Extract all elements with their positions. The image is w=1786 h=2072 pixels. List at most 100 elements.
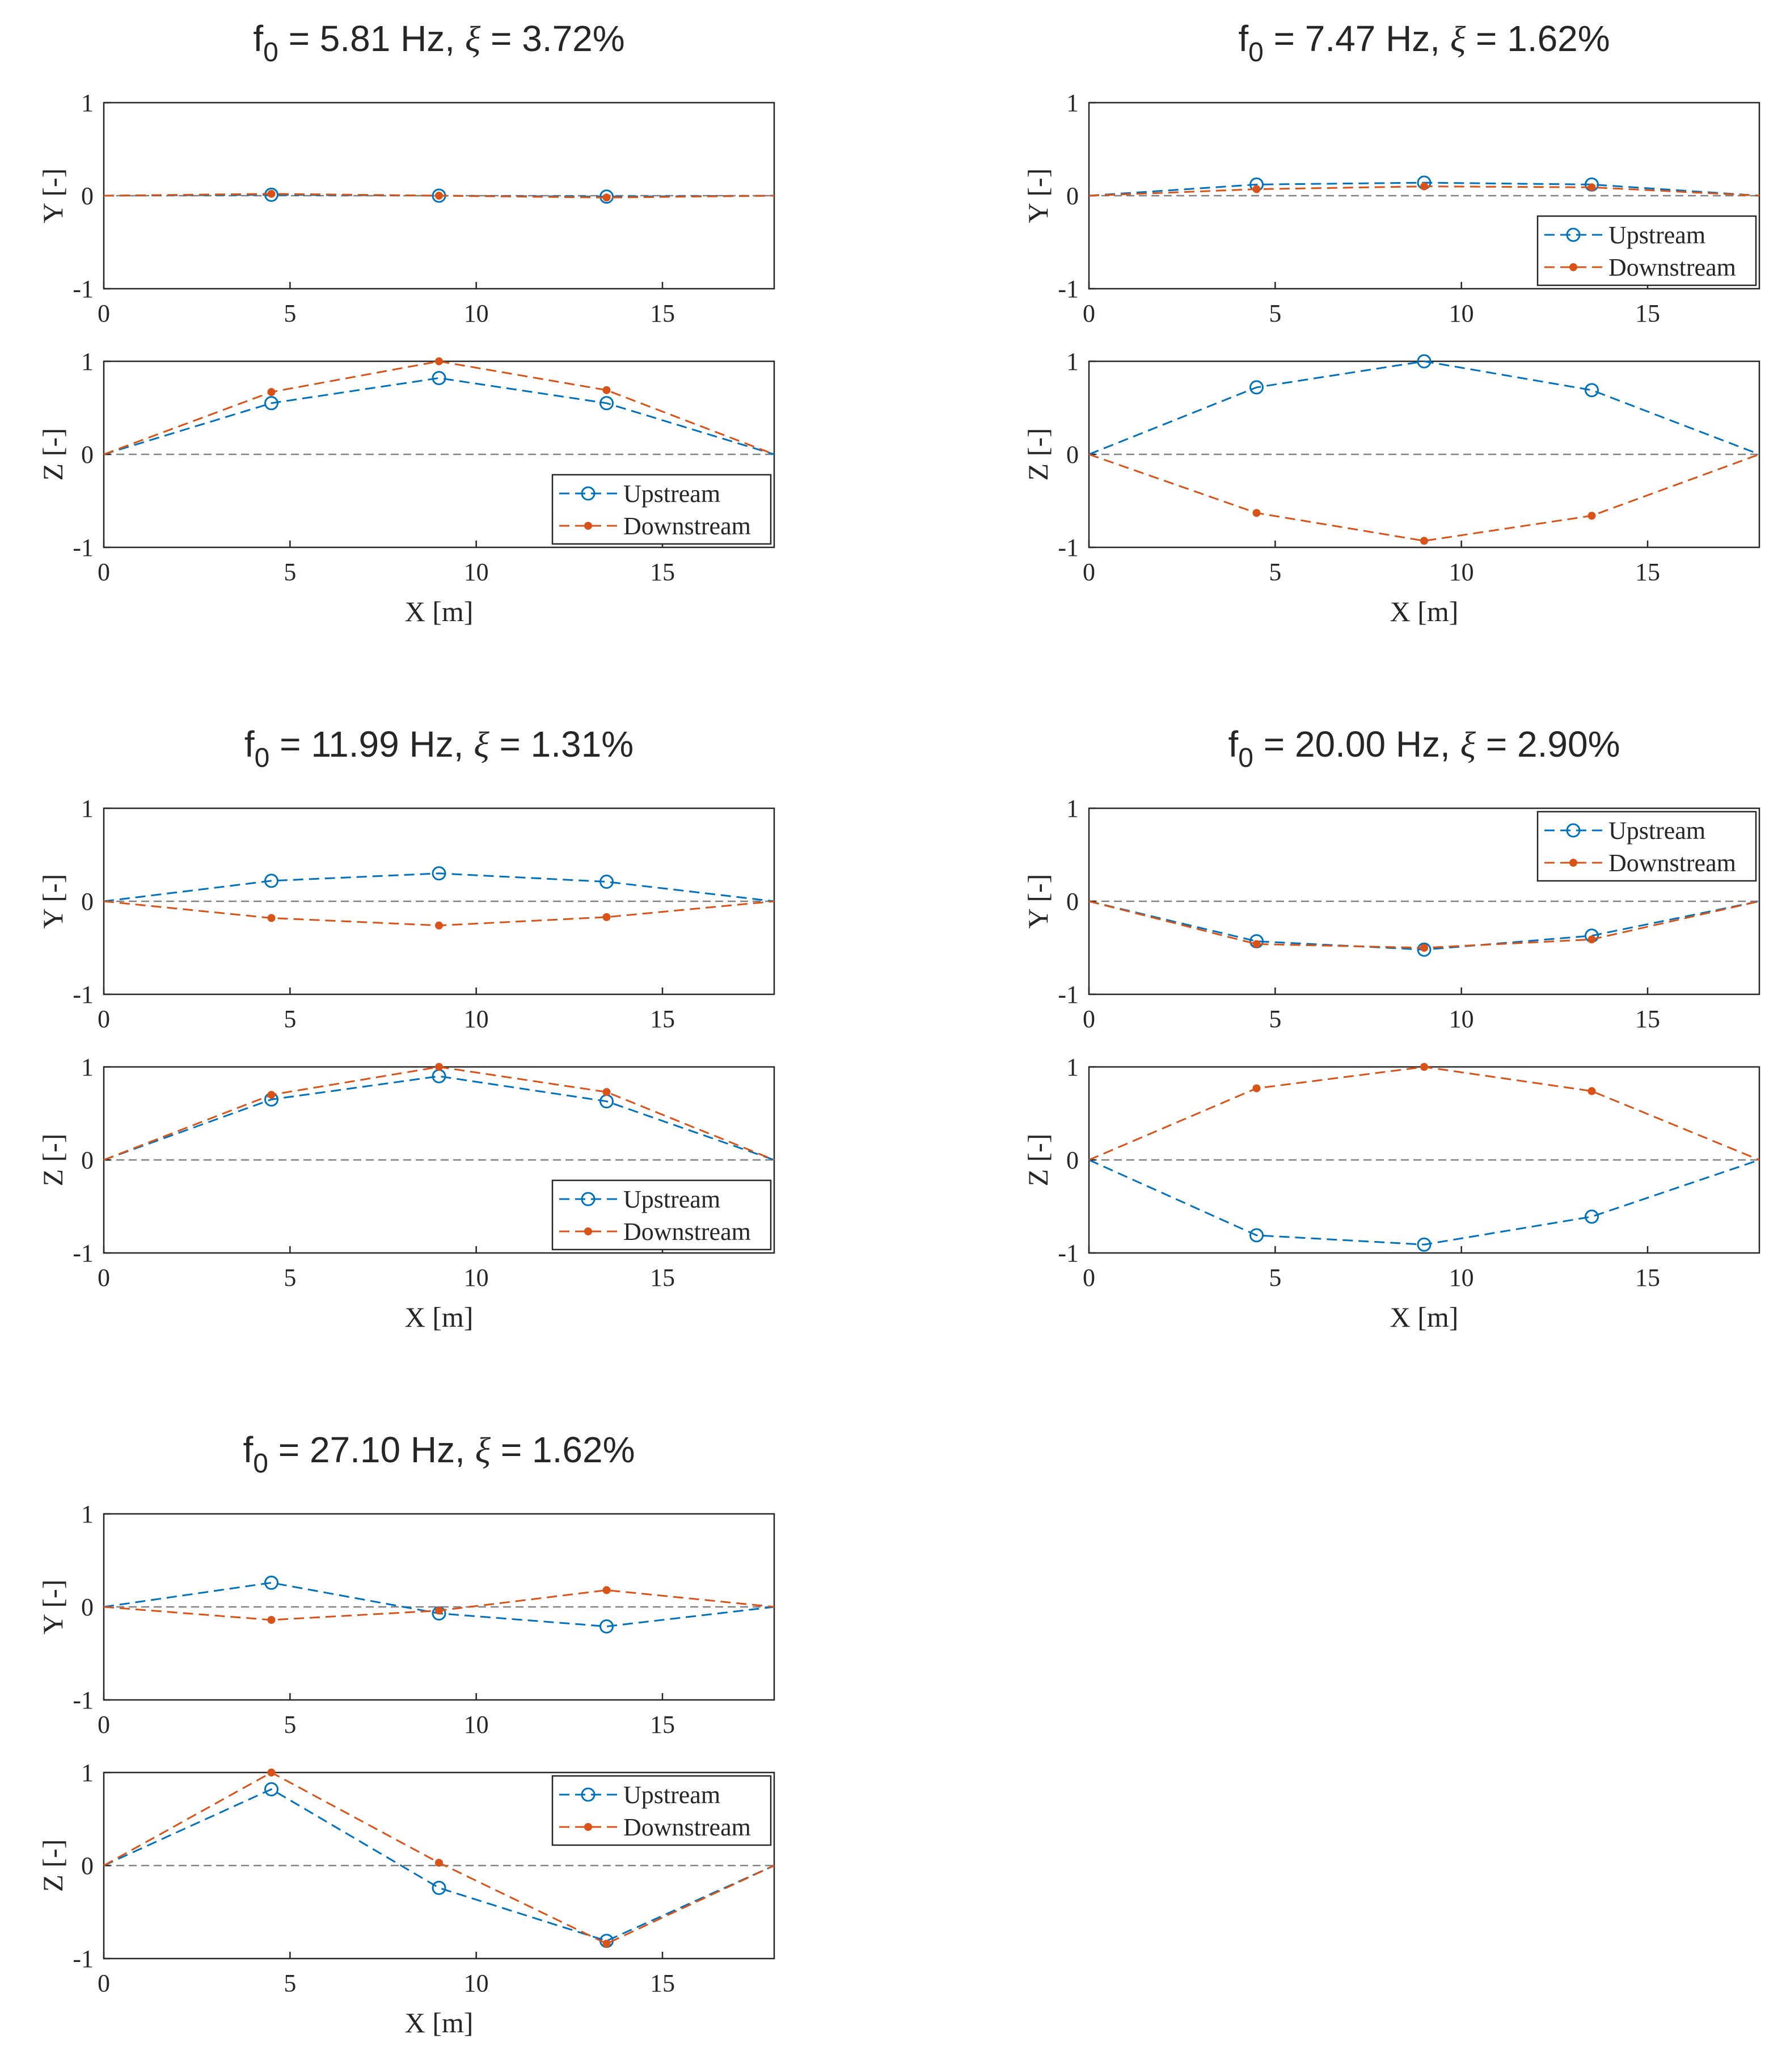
x-tick-label: 5 (284, 1969, 296, 1997)
x-tick-label: 5 (284, 299, 296, 327)
y-axis-label: Y [-] (1022, 168, 1054, 223)
x-axis-label: X [m] (405, 2007, 474, 2039)
chart-title-part: 0 (253, 1449, 268, 1479)
legend-upstream-label: Upstream (1608, 817, 1705, 845)
legend-downstream-label: Downstream (623, 1218, 751, 1246)
upstream-data-point (432, 866, 446, 881)
legend-upstream-marker (581, 1787, 596, 1802)
downstream-data-point (1420, 1063, 1428, 1071)
upstream-data-point (264, 396, 278, 411)
y-axis-label: Y [-] (37, 168, 69, 223)
chart-title-part: ξ (1460, 724, 1476, 765)
y-tick-label: 1 (1066, 348, 1079, 375)
downstream-data-point (267, 1615, 276, 1624)
legend-downstream-label: Downstream (623, 512, 751, 540)
chart-title-part: = 1.62% (491, 1429, 635, 1470)
chart-title: f0 = 5.81 Hz, ξ = 3.72% (253, 18, 624, 67)
legend-upstream-label: Upstream (623, 480, 720, 508)
y-tick-label: 1 (81, 1053, 94, 1081)
upstream-data-point (264, 187, 278, 202)
legend-box (551, 1179, 772, 1251)
x-tick-label: 10 (464, 1005, 489, 1033)
y-tick-label: 0 (1066, 441, 1079, 469)
y-tick-label: 0 (81, 1852, 94, 1880)
x-tick-label: 15 (1635, 299, 1660, 327)
downstream-data-point (435, 357, 443, 365)
y-tick-label: 0 (81, 441, 94, 469)
upstream-data-point (432, 371, 446, 386)
chart-title-part: f (244, 724, 255, 765)
x-tick-label: 5 (1269, 558, 1281, 586)
chart-title-part: ξ (465, 19, 481, 59)
y-axis-label: Y [-] (1022, 874, 1054, 929)
x-tick-label: 10 (1449, 1264, 1474, 1292)
x-tick-label: 0 (98, 1969, 110, 1997)
x-axis-label: X [m] (1390, 1301, 1459, 1333)
legend-upstream-marker (581, 486, 596, 501)
upstream-series-line (1088, 360, 1760, 455)
legend-downstream-marker (1569, 859, 1577, 867)
x-tick-label: 5 (284, 1005, 296, 1033)
downstream-data-point (1252, 185, 1261, 193)
chart-title-part: = 20.00 Hz, (1253, 724, 1460, 765)
chart-title-part: 0 (255, 743, 270, 773)
x-tick-label: 15 (650, 1969, 675, 1997)
legend-upstream-marker (581, 1192, 596, 1206)
x-tick-label: 15 (650, 299, 675, 327)
x-tick-label: 5 (284, 558, 296, 586)
x-tick-label: 15 (650, 1711, 675, 1738)
y-tick-label: 0 (81, 888, 94, 915)
upstream-data-point (432, 1880, 446, 1895)
x-tick-label: 15 (650, 1264, 675, 1292)
x-tick-label: 0 (1083, 1005, 1095, 1033)
downstream-data-point (1587, 183, 1596, 192)
x-tick-label: 5 (1269, 1005, 1281, 1033)
upstream-data-point (1585, 1209, 1599, 1224)
x-tick-label: 10 (1449, 558, 1474, 586)
x-tick-label: 15 (1635, 558, 1660, 586)
downstream-data-point (267, 388, 276, 396)
downstream-data-point (435, 1606, 443, 1615)
chart-title-part: f (1228, 724, 1239, 765)
x-tick-label: 5 (1269, 1264, 1281, 1292)
downstream-data-point (602, 193, 611, 202)
y-tick-label: 1 (81, 1500, 94, 1528)
y-tick-label: 1 (1066, 1053, 1079, 1081)
legend: Upstream Downstream (551, 474, 772, 545)
downstream-data-point (267, 914, 276, 922)
legend: Upstream Downstream (551, 1179, 772, 1251)
x-axis-label: X [m] (405, 596, 474, 627)
chart-title-part: ξ (475, 1430, 491, 1470)
legend-box (551, 1775, 772, 1846)
legend: Upstream Downstream (1536, 215, 1757, 286)
downstream-data-point (1420, 537, 1428, 545)
chart-title: f0 = 11.99 Hz, ξ = 1.31% (244, 724, 634, 773)
upstream-series-line (103, 1075, 775, 1161)
downstream-data-point (1587, 935, 1596, 944)
x-tick-label: 15 (650, 1005, 675, 1033)
legend-box (1536, 215, 1757, 286)
y-axis-label: Z [-] (1022, 428, 1054, 481)
downstream-data-point (1587, 1087, 1596, 1095)
y-tick-label: -1 (73, 275, 94, 303)
chart-title-part: 0 (1238, 743, 1253, 773)
downstream-data-point (435, 192, 443, 200)
downstream-data-point (602, 913, 611, 921)
legend-box (1536, 811, 1757, 882)
chart-title-part: f (243, 1429, 254, 1470)
y-tick-label: 1 (81, 348, 94, 375)
upstream-data-point (1585, 383, 1599, 398)
chart-title: f0 = 20.00 Hz, ξ = 2.90% (1228, 724, 1620, 773)
upstream-data-point (1417, 354, 1432, 369)
x-tick-label: 10 (464, 1264, 489, 1292)
downstream-data-point (435, 921, 443, 930)
legend-upstream-marker (1566, 227, 1581, 242)
